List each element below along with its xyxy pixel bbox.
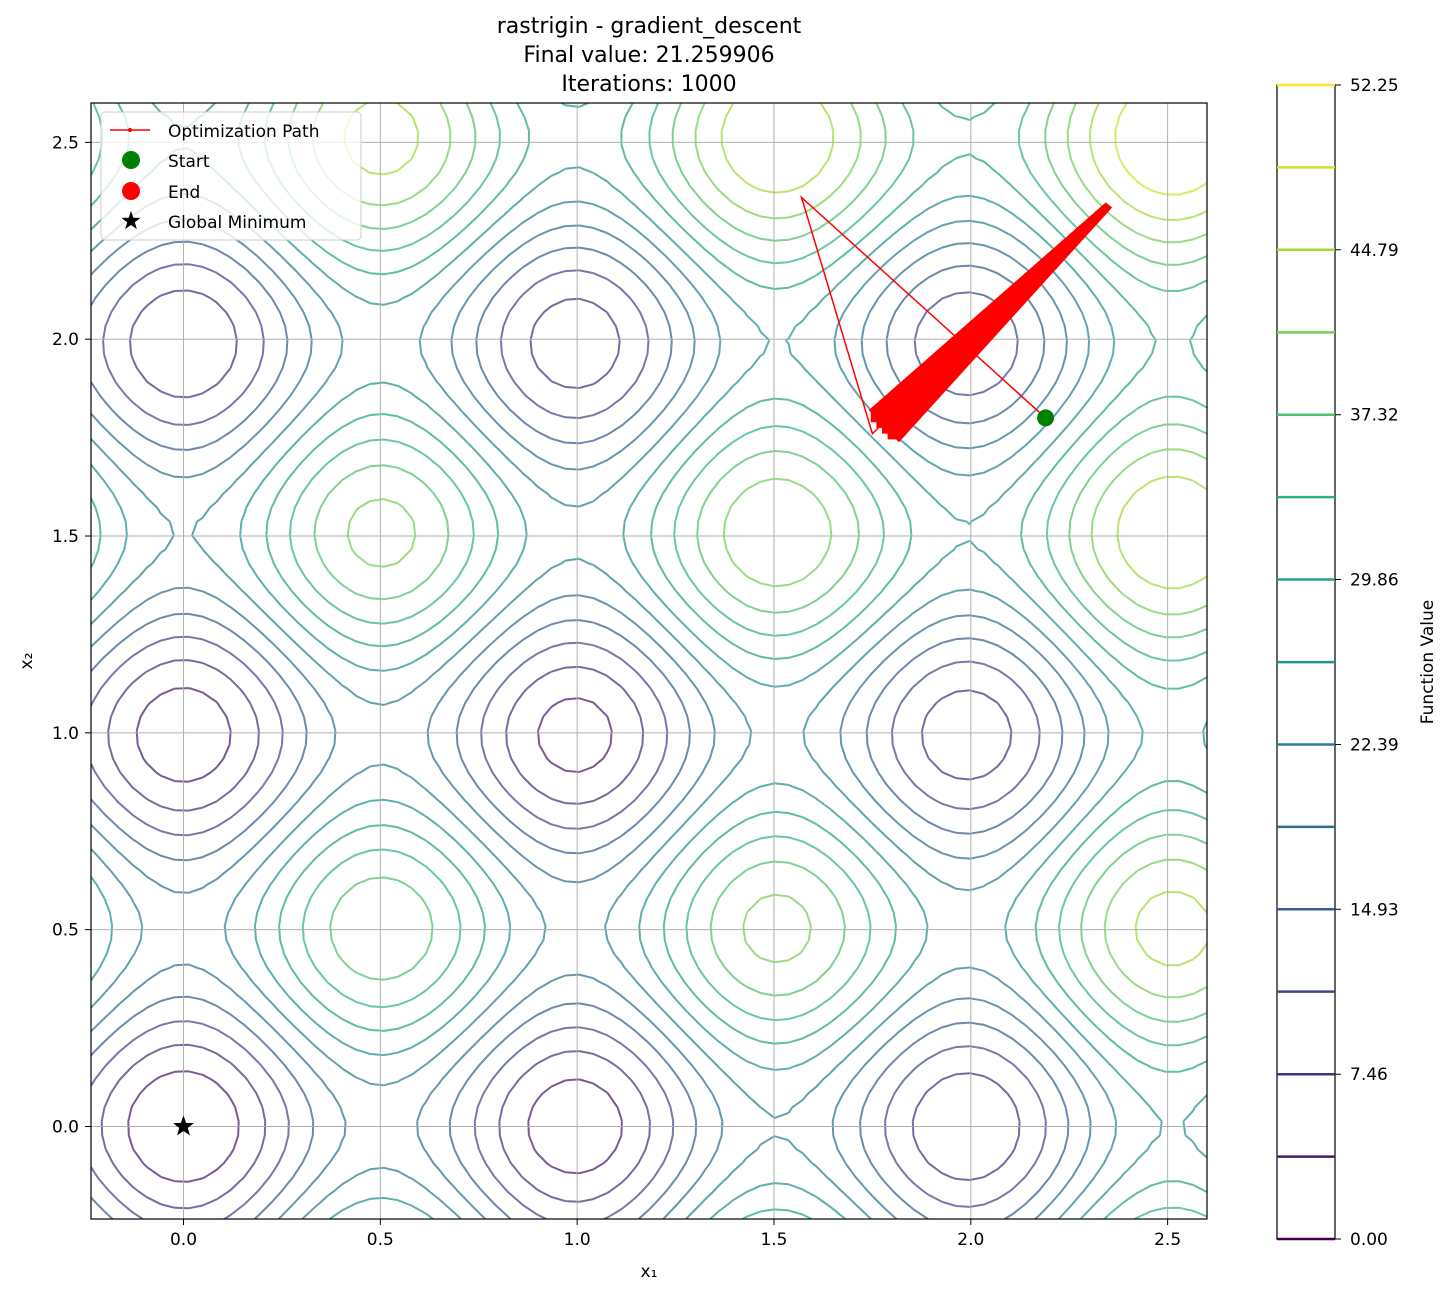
contour-level-13 (1114, 103, 1207, 196)
title-line-2: Final value: 21.259906 (523, 43, 774, 68)
global-minimum-marker (173, 1115, 194, 1136)
path-point (921, 396, 932, 407)
x-axis-ticks: 0.0 0.5 1.0 1.5 2.0 2.5 (170, 1219, 1181, 1250)
legend-end-icon (122, 182, 140, 200)
path-point (904, 379, 915, 390)
x-tick-label-4: 2.0 (957, 1230, 984, 1250)
contour-level-8 (91, 103, 1207, 1219)
legend-box (100, 111, 362, 241)
x-tick-label-0: 0.0 (170, 1230, 197, 1250)
y-axis-ticks: 0.0 0.5 1.0 1.5 2.0 2.5 (52, 133, 91, 1137)
colorbar-tick-label-6: 44.79 (1350, 241, 1399, 261)
contour-level-9 (91, 103, 1207, 1219)
colorbar-level-lines (1277, 83, 1335, 1241)
x-tick-label-3: 1.5 (760, 1230, 787, 1250)
legend-label-global-minimum: Global Minimum (168, 213, 306, 233)
contour-level-7 (91, 103, 1207, 1219)
colorbar-tick-label-0: 0.00 (1350, 1230, 1388, 1250)
x-tick-label-2: 1.0 (564, 1230, 591, 1250)
colorbar-ticks: 0.00 7.46 14.93 22.39 29.86 37.32 44.79 52.25 (1335, 76, 1399, 1250)
markers (173, 409, 1055, 1136)
contour-level-1 (127, 687, 623, 1183)
contour-level-5 (91, 218, 1092, 1219)
path-point (910, 384, 921, 395)
optimization-path (800, 195, 1113, 443)
legend-label-end: End (168, 183, 200, 203)
contour-level-6 (91, 193, 1117, 1219)
colorbar-label: Function Value (1418, 600, 1438, 724)
x-tick-label-5: 2.5 (1154, 1230, 1181, 1250)
colorbar-tick-label-1: 7.46 (1350, 1065, 1388, 1085)
y-tick-label-5: 2.5 (52, 133, 79, 153)
path-oscillation (868, 202, 1113, 443)
colorbar-tick-label-3: 22.39 (1350, 735, 1399, 755)
legend-star-icon (121, 211, 141, 230)
colorbar-tick-label-4: 29.86 (1350, 571, 1399, 591)
x-axis-label: x₁ (641, 1262, 658, 1282)
y-tick-label-4: 2.0 (52, 330, 79, 350)
legend-start-icon (122, 151, 140, 169)
legend: Optimization Path Start End Global Minim… (100, 111, 362, 241)
title-line-1: rastrigin - gradient_descent (497, 14, 802, 39)
title-line-3: Iterations: 1000 (561, 72, 736, 97)
grid-lines (91, 103, 1207, 1219)
y-axis-label: x₂ (17, 653, 37, 670)
x-tick-label-1: 0.5 (367, 1230, 394, 1250)
y-tick-label-0: 0.0 (52, 1117, 79, 1137)
legend-path-marker-icon (128, 128, 132, 132)
contour-lines (91, 103, 1207, 1219)
contour-level-4 (91, 240, 1070, 1219)
colorbar-tick-label-5: 37.32 (1350, 406, 1399, 426)
colorbar-tick-label-7: 52.25 (1350, 76, 1399, 96)
y-tick-label-1: 0.5 (52, 921, 79, 941)
contour-level-3 (91, 263, 1047, 1219)
contour-level-10 (287, 103, 1207, 1023)
legend-label-path: Optimization Path (168, 122, 320, 142)
legend-label-start: Start (168, 152, 210, 172)
chart-title: rastrigin - gradient_descent Final value… (497, 14, 802, 97)
y-tick-label-3: 1.5 (52, 527, 79, 547)
start-marker (1037, 409, 1055, 427)
plot-frame (90, 102, 1208, 1220)
path-point (915, 390, 926, 401)
colorbar-tick-label-2: 14.93 (1350, 900, 1399, 920)
y-tick-label-2: 1.0 (52, 724, 79, 744)
contour-level-2 (100, 289, 1021, 1210)
colorbar: 0.00 7.46 14.93 22.39 29.86 37.32 44.79 52.25 F… (1276, 76, 1438, 1250)
